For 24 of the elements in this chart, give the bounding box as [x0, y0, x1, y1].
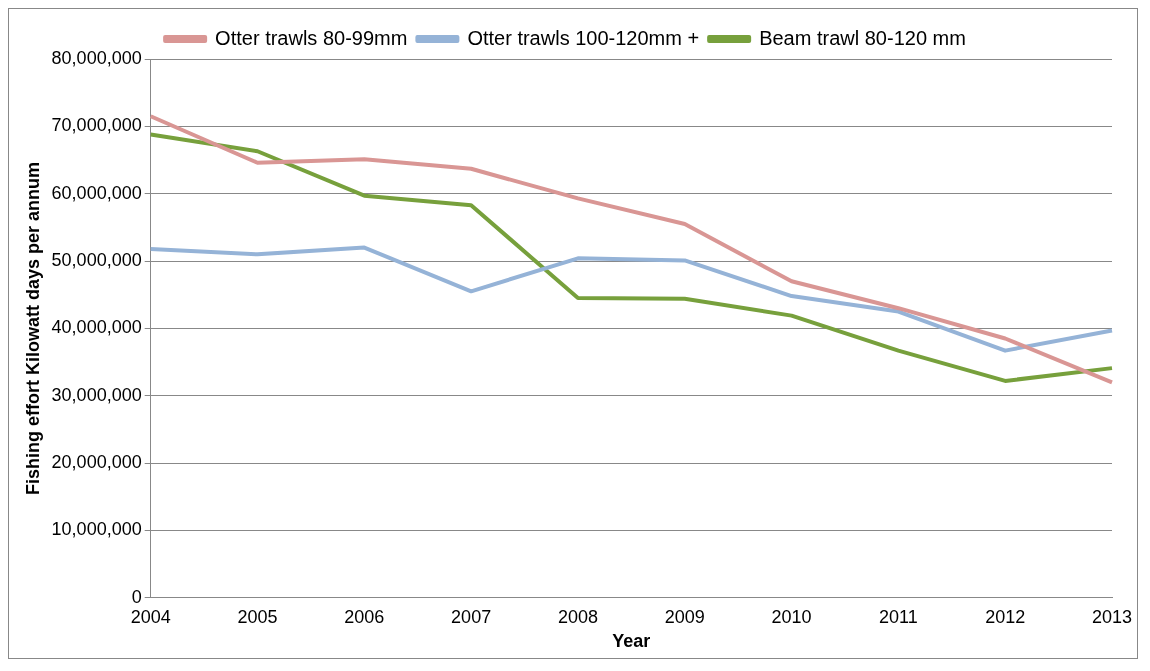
y-axis-title: Fishing effort Kilowatt days per annum [22, 161, 43, 495]
y-tick-label: 80,000,000 [51, 47, 142, 68]
y-tick-label: 30,000,000 [51, 384, 142, 405]
y-tick-label: 40,000,000 [51, 317, 142, 338]
x-tick-label: 2012 [985, 606, 1026, 627]
y-tick-label: 70,000,000 [51, 115, 142, 136]
x-tick-label: 2008 [557, 606, 598, 627]
x-tick-label: 2006 [344, 606, 385, 627]
x-tick-label: 2004 [130, 606, 171, 627]
y-tick-label: 50,000,000 [51, 250, 142, 271]
x-tick-label: 2011 [879, 606, 918, 627]
y-tick-label: 60,000,000 [51, 182, 142, 203]
y-tick-label: 10,000,000 [51, 519, 142, 540]
x-tick-label: 2007 [451, 606, 492, 627]
x-axis-title: Year [612, 631, 651, 652]
x-tick-label: 2009 [664, 606, 705, 627]
y-tick-label: 0 [131, 586, 142, 607]
legend-label: Beam trawl 80-120 mm [759, 26, 966, 49]
legend-label: Otter trawls 100-120mm + [467, 26, 700, 49]
x-tick-label: 2005 [237, 606, 278, 627]
legend-label: Otter trawls 80-99mm [215, 26, 408, 49]
x-tick-label: 2013 [1091, 606, 1133, 627]
x-tick-label: 2010 [771, 606, 812, 627]
y-tick-label: 20,000,000 [51, 452, 142, 473]
